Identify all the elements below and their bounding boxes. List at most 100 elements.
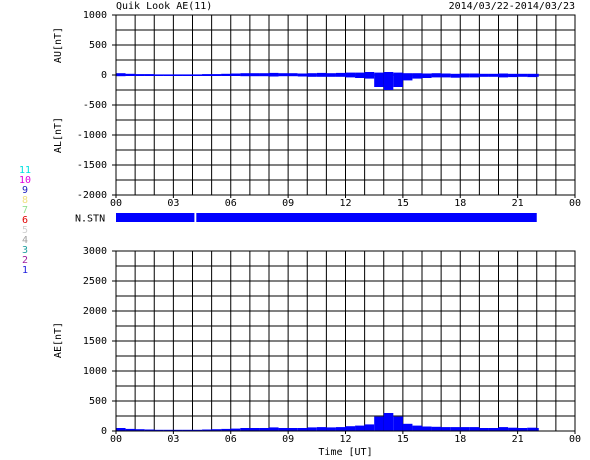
area-sample <box>278 73 289 75</box>
area-sample <box>307 75 317 77</box>
area-sample <box>269 75 279 77</box>
area-sample <box>144 75 155 76</box>
area-sample <box>479 75 489 77</box>
area-sample <box>249 73 260 75</box>
area-sample <box>221 75 231 76</box>
y-tick-label: -500 <box>83 100 107 111</box>
x-tick-label: 03 <box>167 434 179 445</box>
area-sample <box>316 75 327 77</box>
area-sample <box>326 427 336 431</box>
area-sample <box>249 428 260 431</box>
x-tick-label: 06 <box>225 198 237 209</box>
area-sample <box>230 428 241 431</box>
area-sample <box>479 428 489 431</box>
area-sample <box>374 75 384 87</box>
area-sample <box>412 425 422 431</box>
station-number: 11 <box>19 165 31 176</box>
y-tick-label: 3000 <box>83 246 107 257</box>
area-sample <box>259 73 269 75</box>
y-axis-label: AE[nT] <box>53 322 64 358</box>
x-tick-label: 03 <box>167 198 179 209</box>
area-sample <box>488 428 499 431</box>
station-segment <box>116 213 195 222</box>
area-sample <box>230 73 241 75</box>
x-axis-label: Time [UT] <box>318 447 372 458</box>
area-sample <box>288 73 298 75</box>
x-tick-label: 00 <box>110 434 122 445</box>
area-sample <box>316 427 327 431</box>
area-sample <box>278 75 289 77</box>
x-tick-label: 21 <box>512 198 524 209</box>
area-sample <box>393 72 403 75</box>
y-axis-label: AU[nT] <box>53 27 64 63</box>
y-tick-label: -1500 <box>77 160 107 171</box>
area-sample <box>211 75 222 76</box>
y-tick-label: 500 <box>89 396 107 407</box>
area-sample <box>527 73 537 75</box>
area-sample <box>383 72 394 75</box>
area-sample <box>536 73 539 75</box>
area-sample <box>144 429 155 431</box>
station-number: 9 <box>22 185 28 196</box>
area-sample <box>450 75 461 78</box>
station-number: 4 <box>22 235 28 246</box>
area-sample <box>116 428 126 431</box>
x-tick-label: 12 <box>339 198 351 209</box>
area-sample <box>154 74 164 76</box>
y-tick-label: 2000 <box>83 306 107 317</box>
y-tick-label: 1500 <box>83 336 107 347</box>
station-number: 6 <box>22 215 28 226</box>
station-number: 7 <box>22 205 28 216</box>
area-sample <box>307 427 317 431</box>
area-sample <box>517 428 528 431</box>
y-tick-label: 0 <box>101 70 107 81</box>
area-sample <box>345 426 356 431</box>
area-sample <box>182 429 193 431</box>
x-tick-label: 15 <box>397 198 409 209</box>
area-sample <box>163 429 174 431</box>
y-tick-label: 2500 <box>83 276 107 287</box>
area-sample <box>527 427 537 431</box>
station-number: 10 <box>19 175 31 186</box>
area-sample <box>422 73 432 75</box>
area-sample <box>498 73 509 75</box>
area-sample <box>116 75 126 77</box>
area-sample <box>450 73 461 75</box>
x-tick-label: 06 <box>225 434 237 445</box>
x-tick-label: 21 <box>512 434 524 445</box>
area-sample <box>230 75 241 76</box>
station-number: 8 <box>22 195 28 206</box>
area-sample <box>211 74 222 76</box>
area-sample <box>278 428 289 431</box>
area-sample <box>297 75 308 77</box>
station-number: 5 <box>22 225 28 236</box>
area-sample <box>431 75 442 78</box>
area-sample <box>479 73 489 75</box>
area-sample <box>508 73 518 75</box>
plot-frame <box>115 250 576 432</box>
x-tick-label: 09 <box>282 434 294 445</box>
area-sample <box>412 73 422 75</box>
area-sample <box>441 427 451 431</box>
area-sample <box>527 75 537 78</box>
area-sample <box>154 429 164 431</box>
x-tick-label: 15 <box>397 434 409 445</box>
y-tick-label: 1000 <box>83 10 107 21</box>
area-sample <box>488 73 499 75</box>
x-tick-label: 00 <box>569 434 581 445</box>
area-sample <box>422 426 432 431</box>
area-sample <box>297 428 308 431</box>
date-range: 2014/03/22-2014/03/23 <box>449 1 575 12</box>
area-sample <box>364 75 375 79</box>
y-axis-label: AL[nT] <box>53 117 64 153</box>
area-sample <box>469 73 480 75</box>
y-tick-label: 1000 <box>83 366 107 377</box>
area-sample <box>163 75 174 76</box>
area-sample <box>488 75 499 77</box>
station-number: 2 <box>22 255 28 266</box>
area-sample <box>345 72 356 75</box>
area-sample <box>125 428 136 431</box>
y-tick-label: -2000 <box>77 190 107 201</box>
area-sample <box>402 75 413 81</box>
area-sample <box>240 73 250 75</box>
